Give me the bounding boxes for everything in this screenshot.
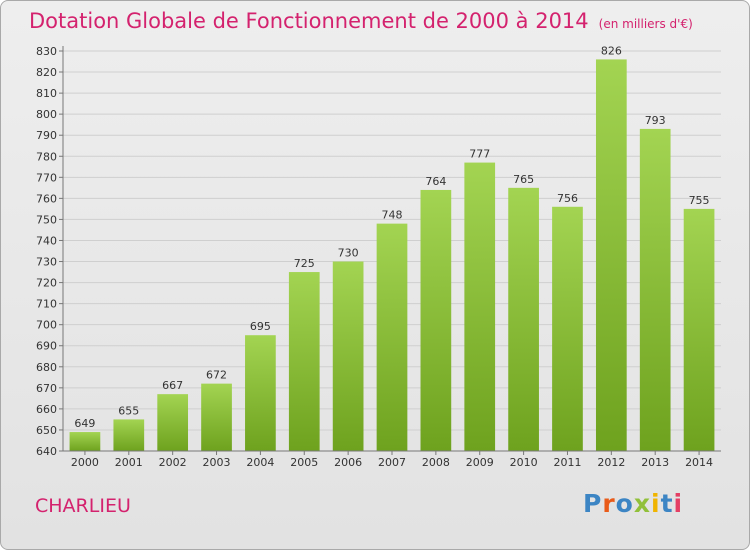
y-tick-label: 720	[36, 277, 57, 290]
value-label: 695	[250, 320, 271, 333]
chart-title: Dotation Globale de Fonctionnement de 20…	[29, 9, 693, 33]
value-label: 755	[689, 194, 710, 207]
bar-2009	[464, 162, 496, 451]
y-tick-label: 700	[36, 319, 57, 332]
y-tick-label: 660	[36, 403, 57, 416]
commune-name: CHARLIEU	[35, 495, 131, 517]
x-tick-label: 2003	[203, 456, 231, 469]
bar-2005	[288, 272, 320, 451]
y-tick-label: 820	[36, 66, 57, 79]
y-axis: 640 650 660 670 680 690 700 710 720 730 740 750 760 7…	[36, 45, 64, 458]
chart-subtitle: (en milliers d'€)	[598, 17, 693, 31]
x-tick-label: 2000	[71, 456, 99, 469]
y-tick-label: 710	[36, 298, 57, 311]
y-tick-label: 790	[36, 129, 57, 142]
value-label: 667	[162, 379, 183, 392]
title-text: Dotation Globale de Fonctionnement de 20…	[29, 9, 589, 33]
value-label: 764	[425, 175, 446, 188]
logo-letter: i	[651, 489, 661, 518]
value-label: 756	[557, 192, 578, 205]
x-tick-label: 2006	[334, 456, 362, 469]
bar-2002	[157, 394, 189, 451]
bar-2001	[113, 419, 145, 451]
bar-2004	[245, 335, 276, 451]
x-tick-label: 2011	[553, 456, 581, 469]
value-label: 655	[118, 404, 139, 417]
y-tick-label: 670	[36, 382, 57, 395]
value-label: 672	[206, 369, 227, 382]
y-tick-label: 830	[36, 45, 57, 58]
value-label: 725	[294, 257, 315, 270]
logo-letter: o	[615, 489, 634, 518]
bar-2008	[420, 189, 452, 451]
logo-letter: t	[660, 489, 674, 518]
value-label: 748	[382, 209, 403, 222]
logo-letter: i	[673, 489, 684, 518]
y-tick-label: 810	[36, 87, 57, 100]
y-tick-label: 730	[36, 256, 57, 269]
logo-letter: x	[633, 489, 651, 518]
value-label: 730	[338, 247, 359, 260]
bar-2011	[552, 206, 583, 451]
bar-2000	[69, 432, 101, 451]
x-tick-label: 2009	[466, 456, 494, 469]
proxiti-logo: Proxiti	[583, 489, 683, 518]
value-label: 649	[74, 417, 95, 430]
value-label: 826	[601, 44, 622, 57]
value-label: 765	[513, 173, 534, 186]
bar-2006	[332, 261, 364, 451]
x-tick-label: 2014	[685, 456, 713, 469]
bars-group: 649 655 667 672 695 725 730 748 764 777 765 756 826 7…	[69, 44, 715, 451]
y-tick-label: 750	[36, 213, 57, 226]
bar-2010	[508, 187, 539, 451]
x-tick-label: 2008	[422, 456, 450, 469]
value-label: 777	[469, 148, 490, 161]
y-tick-label: 690	[36, 340, 57, 353]
y-tick-label: 640	[36, 445, 57, 458]
bar-2014	[683, 208, 715, 451]
y-tick-label: 740	[36, 234, 57, 247]
bar-2007	[376, 223, 408, 451]
x-tick-label: 2001	[115, 456, 143, 469]
logo-letter: r	[602, 489, 616, 518]
bar-2003	[201, 383, 232, 451]
x-tick-label: 2002	[159, 456, 187, 469]
value-label: 793	[645, 114, 666, 127]
x-tick-label: 2010	[510, 456, 538, 469]
x-tick-label: 2012	[597, 456, 625, 469]
y-tick-label: 680	[36, 361, 57, 374]
x-tick-label: 2007	[378, 456, 406, 469]
x-tick-label: 2005	[290, 456, 318, 469]
logo-letter: P	[583, 489, 603, 518]
x-axis: 2000 2001 2002 2003 2004 2005 2006 2007 2008 2009…	[63, 450, 721, 469]
y-tick-label: 760	[36, 192, 57, 205]
y-tick-label: 780	[36, 150, 57, 163]
bar-2013	[639, 128, 671, 451]
x-tick-label: 2004	[246, 456, 274, 469]
x-tick-label: 2013	[641, 456, 669, 469]
y-tick-label: 770	[36, 171, 57, 184]
y-tick-label: 800	[36, 108, 57, 121]
bar-2012	[595, 59, 627, 451]
y-tick-label: 650	[36, 424, 57, 437]
